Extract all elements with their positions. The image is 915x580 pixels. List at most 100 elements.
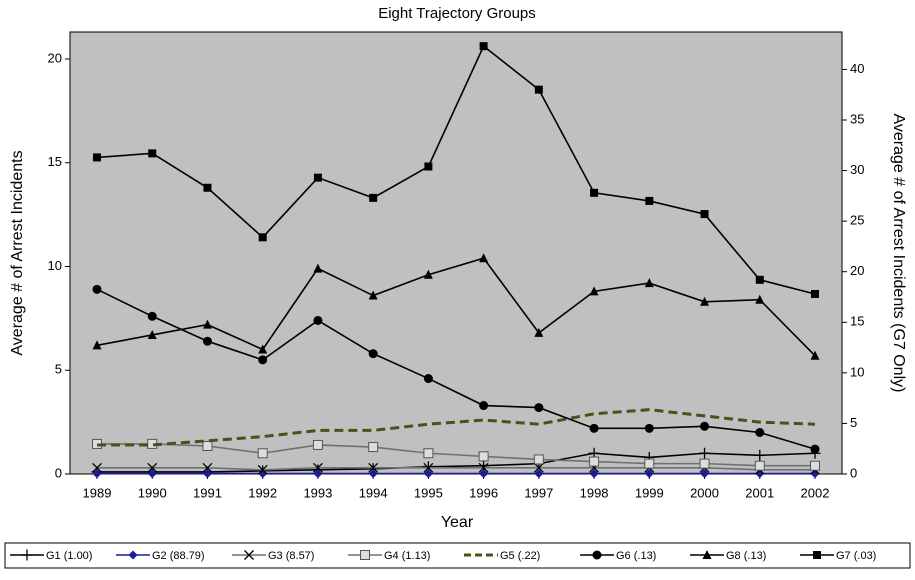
marker [312, 439, 323, 450]
marker [369, 193, 378, 202]
marker [258, 344, 268, 354]
marker [590, 188, 599, 197]
marker [257, 464, 268, 475]
x-tick-label: 2001 [745, 485, 774, 500]
legend-label: G2 (88.79) [152, 550, 205, 562]
marker [589, 456, 600, 467]
marker [534, 327, 544, 337]
y2-tick-label: 25 [850, 213, 864, 228]
marker [203, 183, 212, 192]
legend-label: G7 (.03) [836, 550, 876, 562]
marker [755, 427, 765, 437]
marker [424, 162, 433, 171]
x-tick-label: 1990 [138, 485, 167, 500]
marker [479, 401, 489, 411]
series [92, 253, 820, 360]
marker [702, 550, 712, 559]
marker [534, 469, 544, 479]
marker [202, 319, 212, 329]
marker [755, 294, 765, 304]
legend-label: G8 (.13) [726, 550, 766, 562]
legend-label: G3 (8.57) [268, 550, 314, 562]
marker [360, 550, 370, 560]
series-line [97, 443, 815, 467]
x-tick-label: 1991 [193, 485, 222, 500]
plot-area [69, 31, 843, 475]
marker [368, 442, 379, 453]
marker [813, 551, 821, 559]
marker [148, 149, 157, 158]
series-line [97, 408, 816, 447]
marker [644, 278, 654, 288]
y-tick-label: 20 [48, 50, 62, 65]
x-tick-label: 1993 [303, 485, 332, 500]
marker [313, 315, 323, 325]
marker [754, 460, 765, 471]
x-tick-label: 1996 [469, 485, 498, 500]
marker [423, 374, 433, 384]
chart-title: Eight Trajectory Groups [378, 5, 536, 22]
marker [755, 275, 764, 284]
marker [700, 421, 710, 431]
marker [589, 469, 599, 479]
x-tick-label: 2000 [690, 485, 719, 500]
marker [423, 448, 434, 459]
y2-tick-label: 0 [850, 465, 857, 480]
marker [592, 550, 602, 560]
marker [93, 153, 101, 162]
marker [21, 549, 33, 561]
marker [811, 289, 819, 298]
legend-label: G4 (1.13) [384, 550, 430, 562]
y-tick-label: 0 [55, 465, 62, 480]
marker [258, 355, 268, 365]
x-tick-label: 1989 [83, 485, 112, 500]
marker [534, 85, 543, 94]
y2-tick-label: 5 [850, 415, 857, 430]
marker [244, 550, 254, 560]
marker [147, 329, 157, 339]
marker [202, 469, 212, 479]
y2-tick-label: 20 [850, 263, 864, 278]
y-tick-label: 5 [55, 362, 62, 377]
marker [533, 454, 544, 465]
marker [423, 269, 433, 279]
x-axis-title: Year [441, 514, 474, 531]
series [93, 42, 819, 298]
y2-tick-label: 15 [850, 314, 864, 329]
marker [257, 448, 268, 459]
marker [313, 263, 323, 273]
x-tick-label: 1997 [524, 485, 553, 500]
legend-label: G5 (.22) [500, 550, 540, 562]
x-tick-label: 1994 [359, 485, 388, 500]
series [92, 284, 820, 454]
legend-box [4, 542, 911, 569]
series-line [97, 452, 816, 473]
marker [533, 462, 544, 473]
marker [700, 469, 710, 479]
marker [92, 340, 102, 350]
x-tick-label: 1999 [635, 485, 664, 500]
marker [810, 444, 820, 454]
marker [699, 458, 710, 469]
x-tick-label: 1998 [580, 485, 609, 500]
x-tick-label: 2002 [801, 485, 830, 500]
marker [423, 462, 434, 473]
series [92, 438, 820, 471]
marker [202, 462, 213, 473]
marker [92, 284, 102, 294]
marker [479, 253, 489, 263]
marker [202, 336, 212, 346]
series-line [96, 288, 816, 450]
legend-label: G1 (1.00) [46, 550, 92, 562]
x-tick-label: 1995 [414, 485, 443, 500]
y-tick-label: 10 [48, 258, 62, 273]
marker [92, 462, 102, 473]
marker [147, 462, 158, 473]
marker [368, 462, 379, 473]
marker [644, 469, 654, 479]
marker [313, 469, 323, 479]
marker [312, 462, 323, 473]
y2-tick-label: 30 [850, 162, 864, 177]
series [92, 469, 820, 479]
marker [479, 469, 489, 479]
